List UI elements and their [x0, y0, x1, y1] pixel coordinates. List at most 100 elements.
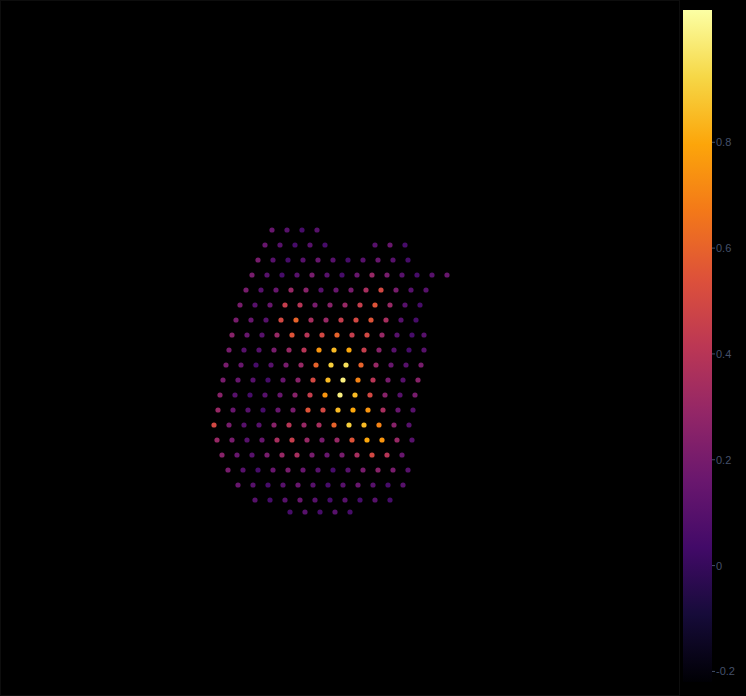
point — [391, 347, 396, 352]
point — [310, 482, 315, 487]
point — [309, 272, 314, 277]
point — [297, 302, 302, 307]
point — [305, 407, 310, 412]
point — [262, 242, 267, 247]
point — [308, 317, 313, 322]
point — [413, 317, 418, 322]
point — [217, 392, 222, 397]
point — [300, 467, 305, 472]
point — [274, 437, 279, 442]
point — [402, 242, 407, 247]
point — [349, 437, 354, 442]
point — [229, 332, 234, 337]
point — [279, 272, 284, 277]
point — [277, 242, 282, 247]
point — [277, 392, 282, 397]
point — [215, 407, 220, 412]
point — [367, 392, 372, 397]
point — [244, 437, 249, 442]
point — [333, 287, 338, 292]
point — [260, 407, 265, 412]
point — [361, 422, 366, 427]
point — [265, 377, 270, 382]
point — [339, 452, 344, 457]
point — [301, 422, 306, 427]
point — [245, 407, 250, 412]
point — [352, 392, 357, 397]
point — [331, 422, 336, 427]
colorbar-tick — [712, 565, 715, 566]
point — [354, 452, 359, 457]
point — [350, 407, 355, 412]
point — [297, 497, 302, 502]
point — [390, 467, 395, 472]
point — [370, 482, 375, 487]
colorbar — [683, 10, 712, 682]
point — [327, 497, 332, 502]
point — [410, 407, 415, 412]
point — [249, 272, 254, 277]
point — [406, 422, 411, 427]
point — [385, 377, 390, 382]
background — [0, 0, 746, 696]
point — [340, 482, 345, 487]
point — [287, 509, 292, 514]
colorbar-tick-label: 0.2 — [716, 454, 731, 466]
point — [241, 347, 246, 352]
point — [295, 482, 300, 487]
point — [290, 407, 295, 412]
point — [289, 332, 294, 337]
point — [300, 257, 305, 262]
point — [375, 257, 380, 262]
point — [365, 407, 370, 412]
point — [225, 467, 230, 472]
point — [318, 287, 323, 292]
point — [397, 392, 402, 397]
point — [379, 332, 384, 337]
point — [408, 287, 413, 292]
point — [295, 377, 300, 382]
point — [412, 392, 417, 397]
point — [256, 347, 261, 352]
point — [293, 317, 298, 322]
point — [390, 257, 395, 262]
point — [275, 407, 280, 412]
point — [316, 422, 321, 427]
colorbar-tick-label: 0 — [716, 560, 722, 572]
point — [313, 362, 318, 367]
point — [364, 332, 369, 337]
point — [264, 452, 269, 457]
point — [394, 332, 399, 337]
point — [335, 407, 340, 412]
point — [409, 332, 414, 337]
point — [219, 452, 224, 457]
point — [285, 467, 290, 472]
point — [271, 347, 276, 352]
point — [332, 509, 337, 514]
point — [393, 287, 398, 292]
point — [388, 362, 393, 367]
point — [444, 272, 449, 277]
point — [323, 317, 328, 322]
point — [267, 302, 272, 307]
point — [238, 362, 243, 367]
point — [255, 257, 260, 262]
point — [316, 347, 321, 352]
point — [304, 437, 309, 442]
point — [282, 302, 287, 307]
colorbar-tick — [712, 353, 715, 354]
point — [347, 509, 352, 514]
point — [317, 509, 322, 514]
point — [268, 362, 273, 367]
point — [214, 437, 219, 442]
point — [229, 437, 234, 442]
point — [387, 497, 392, 502]
point — [394, 437, 399, 442]
point — [421, 347, 426, 352]
point — [325, 377, 330, 382]
point — [259, 437, 264, 442]
point — [340, 377, 345, 382]
point — [253, 362, 258, 367]
point — [337, 392, 342, 397]
point — [307, 242, 312, 247]
